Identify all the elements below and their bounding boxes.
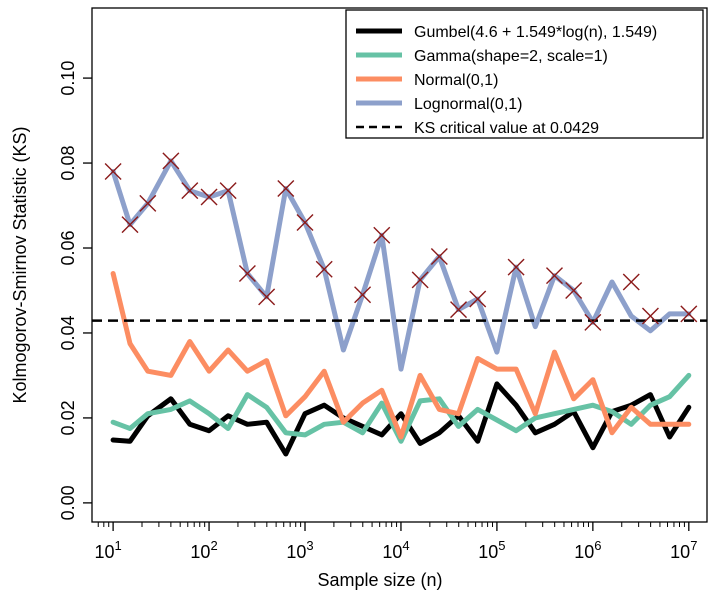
- marker-stroke: [315, 260, 333, 278]
- legend-label: Gamma(shape=2, scale=1): [414, 48, 608, 65]
- marker-stroke: [277, 180, 295, 198]
- exceedance-marker: [354, 286, 372, 304]
- x-tick-label: 106: [574, 538, 601, 562]
- marker-stroke: [354, 286, 372, 304]
- exceedance-marker: [680, 305, 698, 323]
- exceedance-marker: [139, 194, 157, 212]
- marker-stroke: [296, 214, 314, 232]
- marker-stroke: [162, 152, 180, 170]
- marker-stroke: [200, 188, 218, 206]
- marker-stroke: [622, 273, 640, 291]
- exceedance-marker: [238, 265, 256, 282]
- marker-stroke: [139, 194, 157, 212]
- exceedance-marker: [121, 216, 139, 234]
- exceedance-marker: [219, 182, 237, 200]
- marker-stroke: [469, 290, 487, 308]
- plot-frame: [91, 7, 708, 523]
- exceedance-marker: [584, 313, 602, 331]
- x-tick-label: 102: [190, 538, 217, 562]
- exceedance-marker: [565, 281, 583, 299]
- axes-layer: 101 102 103 104 105 106 1070.000.020.040.060.0…: [10, 7, 708, 590]
- x-tick-label: 103: [286, 538, 313, 562]
- legend-box: [345, 9, 704, 139]
- marker-stroke: [181, 182, 199, 200]
- exceedance-marker: [411, 271, 429, 289]
- marker-stroke: [104, 163, 122, 181]
- exceedance-marker: [622, 273, 640, 291]
- marker-stroke: [507, 258, 525, 276]
- y-tick-label: 0.10: [58, 61, 78, 96]
- exceedance-marker: [315, 260, 333, 278]
- legend-label: KS critical value at 0.0429: [414, 120, 599, 137]
- marker-stroke: [680, 305, 698, 323]
- x-tick-label: 101: [94, 538, 121, 562]
- exceedance-marker: [641, 307, 659, 325]
- exceedance-marker: [507, 258, 525, 276]
- x-tick-label: 104: [382, 538, 409, 562]
- exceedance-marker: [545, 267, 563, 285]
- marker-layer: [104, 152, 698, 331]
- y-tick-label: 0.00: [58, 485, 78, 520]
- y-tick-label: 0.08: [58, 146, 78, 181]
- marker-stroke: [121, 216, 139, 234]
- legend-label: Gumbel(4.6 + 1.549*log(n), 1.549): [414, 24, 657, 41]
- y-axis-label: Kolmogorov-Smirnov Statistic (KS): [10, 126, 30, 403]
- exceedance-marker: [162, 152, 180, 170]
- x-tick-label: 105: [478, 538, 505, 562]
- marker-stroke: [450, 301, 468, 319]
- x-axis-label: Sample size (n): [317, 570, 442, 590]
- marker-stroke: [238, 265, 256, 282]
- exceedance-marker: [450, 301, 468, 319]
- x-tick-label: 107: [670, 538, 697, 562]
- y-tick-label: 0.04: [58, 315, 78, 350]
- y-tick-label: 0.06: [58, 230, 78, 265]
- marker-stroke: [584, 313, 602, 331]
- marker-stroke: [411, 271, 429, 289]
- x-axis-ticks: 101 102 103 104 105 106 107: [94, 522, 697, 562]
- marker-stroke: [565, 281, 583, 299]
- y-tick-label: 0.02: [58, 400, 78, 435]
- exceedance-marker: [373, 226, 391, 244]
- marker-stroke: [219, 182, 237, 200]
- legend: Gumbel(4.6 + 1.549*log(n), 1.549) Gamma(s…: [345, 9, 704, 139]
- marker-stroke: [641, 307, 659, 325]
- legend-label: Normal(0,1): [414, 72, 498, 89]
- lognormal-series-line: [110, 158, 692, 372]
- exceedance-marker: [258, 288, 276, 306]
- exceedance-marker: [469, 290, 487, 308]
- marker-stroke: [545, 267, 563, 285]
- y-axis-ticks: 0.00 0.02 0.04 0.06 0.08 0.10: [58, 61, 92, 520]
- exceedance-marker: [277, 180, 295, 198]
- marker-stroke: [430, 248, 448, 265]
- series-layer: [92, 158, 707, 457]
- marker-stroke: [373, 226, 391, 244]
- gumbel-series-line: [110, 381, 692, 457]
- exceedance-marker: [181, 182, 199, 200]
- exceedance-marker: [430, 248, 448, 265]
- marker-stroke: [258, 288, 276, 306]
- exceedance-marker: [296, 214, 314, 232]
- exceedance-marker: [200, 188, 218, 206]
- legend-label: Lognormal(0,1): [414, 96, 523, 113]
- normal-series-line: [110, 271, 692, 440]
- gamma-series-line: [110, 372, 692, 444]
- exceedance-marker: [104, 163, 122, 181]
